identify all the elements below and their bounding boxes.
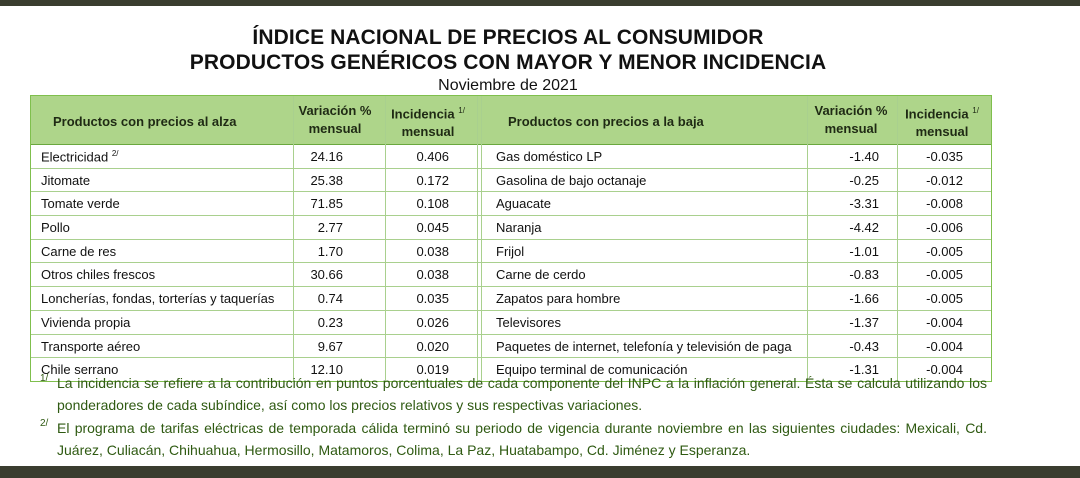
down-product-name: Zapatos para hombre (496, 291, 621, 307)
up-incidence: 0.020 (416, 338, 449, 354)
down-variation: -1.31 (849, 362, 879, 378)
table-row: Tomate verde 71.85 0.108 Aguacate -3.31 … (31, 192, 991, 217)
down-variation: -1.66 (849, 291, 879, 307)
down-variation: -1.01 (849, 243, 879, 259)
up-incidence: 0.038 (416, 243, 449, 259)
up-variation: 30.66 (310, 267, 343, 283)
column-divider (477, 96, 478, 381)
table-row: Carne de res 1.70 0.038 Frijol -1.01 -0.… (31, 240, 991, 264)
up-variation: 24.16 (310, 149, 343, 164)
up-variation: 9.67 (317, 338, 343, 354)
header-down-variation: Variación % mensual (814, 103, 888, 136)
up-product-name: Tomate verde (41, 196, 120, 212)
up-variation: 0.74 (317, 291, 343, 307)
header-up-incidence: Incidencia 1/ mensual (391, 106, 465, 140)
column-divider (293, 96, 294, 381)
down-product-name: Naranja (496, 220, 542, 236)
down-incidence: -0.008 (926, 196, 963, 212)
up-product-name: Pollo (41, 220, 70, 236)
down-product-name: Gasolina de bajo octanaje (496, 172, 647, 188)
down-product-name: Paquetes de internet, telefonía y televi… (496, 338, 792, 354)
down-variation: -1.40 (849, 149, 879, 164)
down-variation: -0.83 (849, 267, 879, 283)
up-product-name: Transporte aéreo (41, 338, 141, 354)
down-product-name: Carne de cerdo (496, 267, 586, 283)
bottom-frame-band (0, 466, 1080, 478)
down-variation: -0.43 (849, 338, 879, 354)
header-down-incidence: Incidencia 1/ mensual (905, 106, 979, 140)
table-row: Vivienda propia 0.23 0.026 Televisores -… (31, 311, 991, 335)
column-divider (481, 96, 482, 381)
title-line-1: ÍNDICE NACIONAL DE PRECIOS AL CONSUMIDOR (252, 26, 764, 49)
down-variation: -3.31 (849, 196, 879, 212)
up-variation: 2.77 (317, 220, 343, 236)
up-incidence: 0.026 (416, 314, 449, 330)
up-product-name: Electricidad (41, 149, 109, 165)
up-variation: 25.38 (310, 172, 343, 188)
footnote-1-text: La incidencia se refiere a la contribuci… (57, 375, 987, 413)
table-row: Pollo 2.77 0.045 Naranja -4.42 -0.006 (31, 216, 991, 240)
table-row: Loncherías, fondas, torterías y taquería… (31, 287, 991, 311)
header-up-variation: Variación % mensual (298, 103, 372, 136)
header-up-products: Productos con precios al alza (53, 114, 237, 129)
up-product-note: 2/ (111, 149, 119, 158)
up-variation: 71.85 (310, 196, 343, 212)
up-variation: 1.70 (317, 243, 343, 259)
table-body: Electricidad 2/ 24.16 0.406 Gas doméstic… (31, 145, 991, 381)
table-row: Otros chiles frescos 30.66 0.038 Carne d… (31, 263, 991, 288)
down-incidence: -0.004 (926, 314, 963, 330)
up-incidence: 0.038 (416, 267, 449, 283)
header-down-products: Productos con precios a la baja (508, 114, 704, 129)
down-product-name: Televisores (496, 314, 562, 330)
down-product-name: Gas doméstico LP (496, 149, 603, 164)
down-product-name: Equipo terminal de comunicación (496, 362, 688, 378)
incidence-table: Productos con precios al alza Variación … (30, 95, 992, 382)
down-incidence: -0.005 (926, 267, 963, 283)
footnote-2-text: El programa de tarifas eléctricas de tem… (57, 420, 987, 458)
subtitle-date: Noviembre de 2021 (438, 77, 578, 94)
top-frame-band (0, 0, 1080, 6)
table-row: Transporte aéreo 9.67 0.020 Paquetes de … (31, 335, 991, 359)
down-product-name: Aguacate (496, 196, 551, 212)
table-row: Jitomate 25.38 0.172 Gasolina de bajo oc… (31, 169, 991, 193)
table-row: Chile serrano 12.10 0.019 Equipo termina… (31, 358, 991, 381)
column-divider (807, 96, 808, 381)
column-divider (385, 96, 386, 381)
up-incidence: 0.406 (416, 149, 449, 164)
down-incidence: -0.004 (926, 338, 963, 354)
up-incidence: 0.019 (416, 362, 449, 378)
up-product-name: Loncherías, fondas, torterías y taquería… (41, 291, 275, 307)
title-line-2: PRODUCTOS GENÉRICOS CON MAYOR Y MENOR IN… (189, 51, 827, 74)
table-row: Electricidad 2/ 24.16 0.406 Gas doméstic… (31, 145, 991, 169)
up-variation: 0.23 (317, 314, 343, 330)
up-product-name: Carne de res (41, 243, 117, 259)
up-incidence: 0.035 (416, 291, 449, 307)
up-product-name: Chile serrano (41, 362, 119, 378)
down-product-name: Frijol (496, 243, 525, 259)
down-incidence: -0.035 (926, 149, 963, 164)
up-variation: 12.10 (310, 362, 343, 378)
down-incidence: -0.005 (926, 243, 963, 259)
down-variation: -4.42 (849, 220, 879, 236)
table-header: Productos con precios al alza Variación … (31, 96, 991, 145)
column-divider (897, 96, 898, 381)
up-incidence: 0.172 (416, 172, 449, 188)
down-variation: -1.37 (849, 314, 879, 330)
footnote-2-marker: 2/ (40, 418, 49, 429)
down-incidence: -0.006 (926, 220, 963, 236)
up-incidence: 0.045 (416, 220, 449, 236)
down-variation: -0.25 (849, 172, 879, 188)
up-product-name: Jitomate (41, 172, 91, 188)
up-product-name: Otros chiles frescos (41, 267, 156, 283)
footnote-1-marker: 1/ (40, 373, 49, 384)
down-incidence: -0.012 (926, 172, 963, 188)
down-incidence: -0.005 (926, 291, 963, 307)
up-incidence: 0.108 (416, 196, 449, 212)
down-incidence: -0.004 (926, 362, 963, 378)
up-product-name: Vivienda propia (41, 314, 131, 330)
